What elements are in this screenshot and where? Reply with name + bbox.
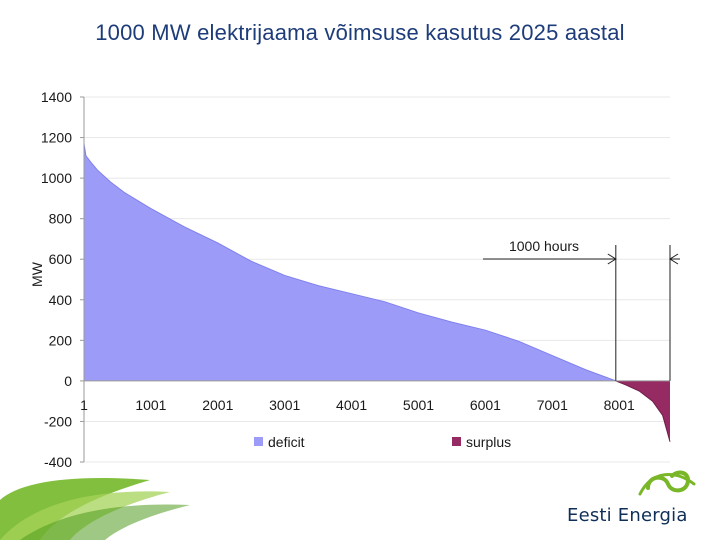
y-axis-label: MW — [29, 261, 45, 287]
decorative-swoosh — [0, 478, 190, 540]
annotation-1000-hours: 1000 hours — [483, 238, 680, 381]
x-tick-label-1001: 1001 — [135, 397, 166, 413]
y-tick-label--200: -200 — [44, 413, 72, 429]
y-tick-labels: 1400 1200 1000 800 600 400 200 0 -200 -400 — [41, 89, 72, 470]
annotation-right-arrowhead — [669, 253, 679, 265]
line-deficit — [83, 143, 616, 382]
x-tick-label-5001: 5001 — [403, 397, 434, 413]
y-tick-label--400: -400 — [44, 454, 72, 470]
annotation-left-arrowhead — [607, 253, 617, 265]
y-tick-label-1200: 1200 — [41, 130, 72, 146]
x-tick-label-3001: 3001 — [269, 397, 300, 413]
page-title: 1000 MW elektrijaama võimsuse kasutus 20… — [95, 20, 625, 45]
logo-text: Eesti Energia — [567, 505, 688, 526]
legend-deficit-label: deficit — [268, 434, 305, 450]
line-surplus — [615, 380, 671, 442]
axes — [80, 96, 670, 463]
y-tick-label-600: 600 — [49, 251, 73, 267]
annotation-label: 1000 hours — [509, 238, 579, 254]
area-deficit — [84, 143, 616, 381]
y-tick-label-800: 800 — [49, 211, 73, 227]
legend-deficit-swatch — [254, 437, 263, 446]
y-tick-label-1400: 1400 — [41, 89, 72, 105]
x-tick-label-8001: 8001 — [604, 397, 635, 413]
y-tick-label-400: 400 — [49, 292, 73, 308]
x-tick-labels: 1 1001 2001 3001 4001 5001 6001 7001 8001 — [80, 397, 635, 413]
x-tick-label-7001: 7001 — [537, 397, 568, 413]
chart-areas — [83, 143, 671, 442]
y-tick-label-200: 200 — [49, 332, 73, 348]
eesti-energia-logo-icon — [638, 470, 696, 496]
x-tick-label-2001: 2001 — [202, 397, 233, 413]
legend-surplus-label: surplus — [466, 434, 511, 450]
y-tick-label-1000: 1000 — [41, 170, 72, 186]
legend-surplus-swatch — [452, 437, 461, 446]
legend: deficit surplus — [254, 434, 511, 450]
x-tick-label-6001: 6001 — [470, 397, 501, 413]
y-tick-label-0: 0 — [64, 373, 72, 389]
x-tick-label-1: 1 — [80, 397, 88, 413]
x-tick-label-4001: 4001 — [336, 397, 367, 413]
area-surplus — [615, 380, 670, 442]
